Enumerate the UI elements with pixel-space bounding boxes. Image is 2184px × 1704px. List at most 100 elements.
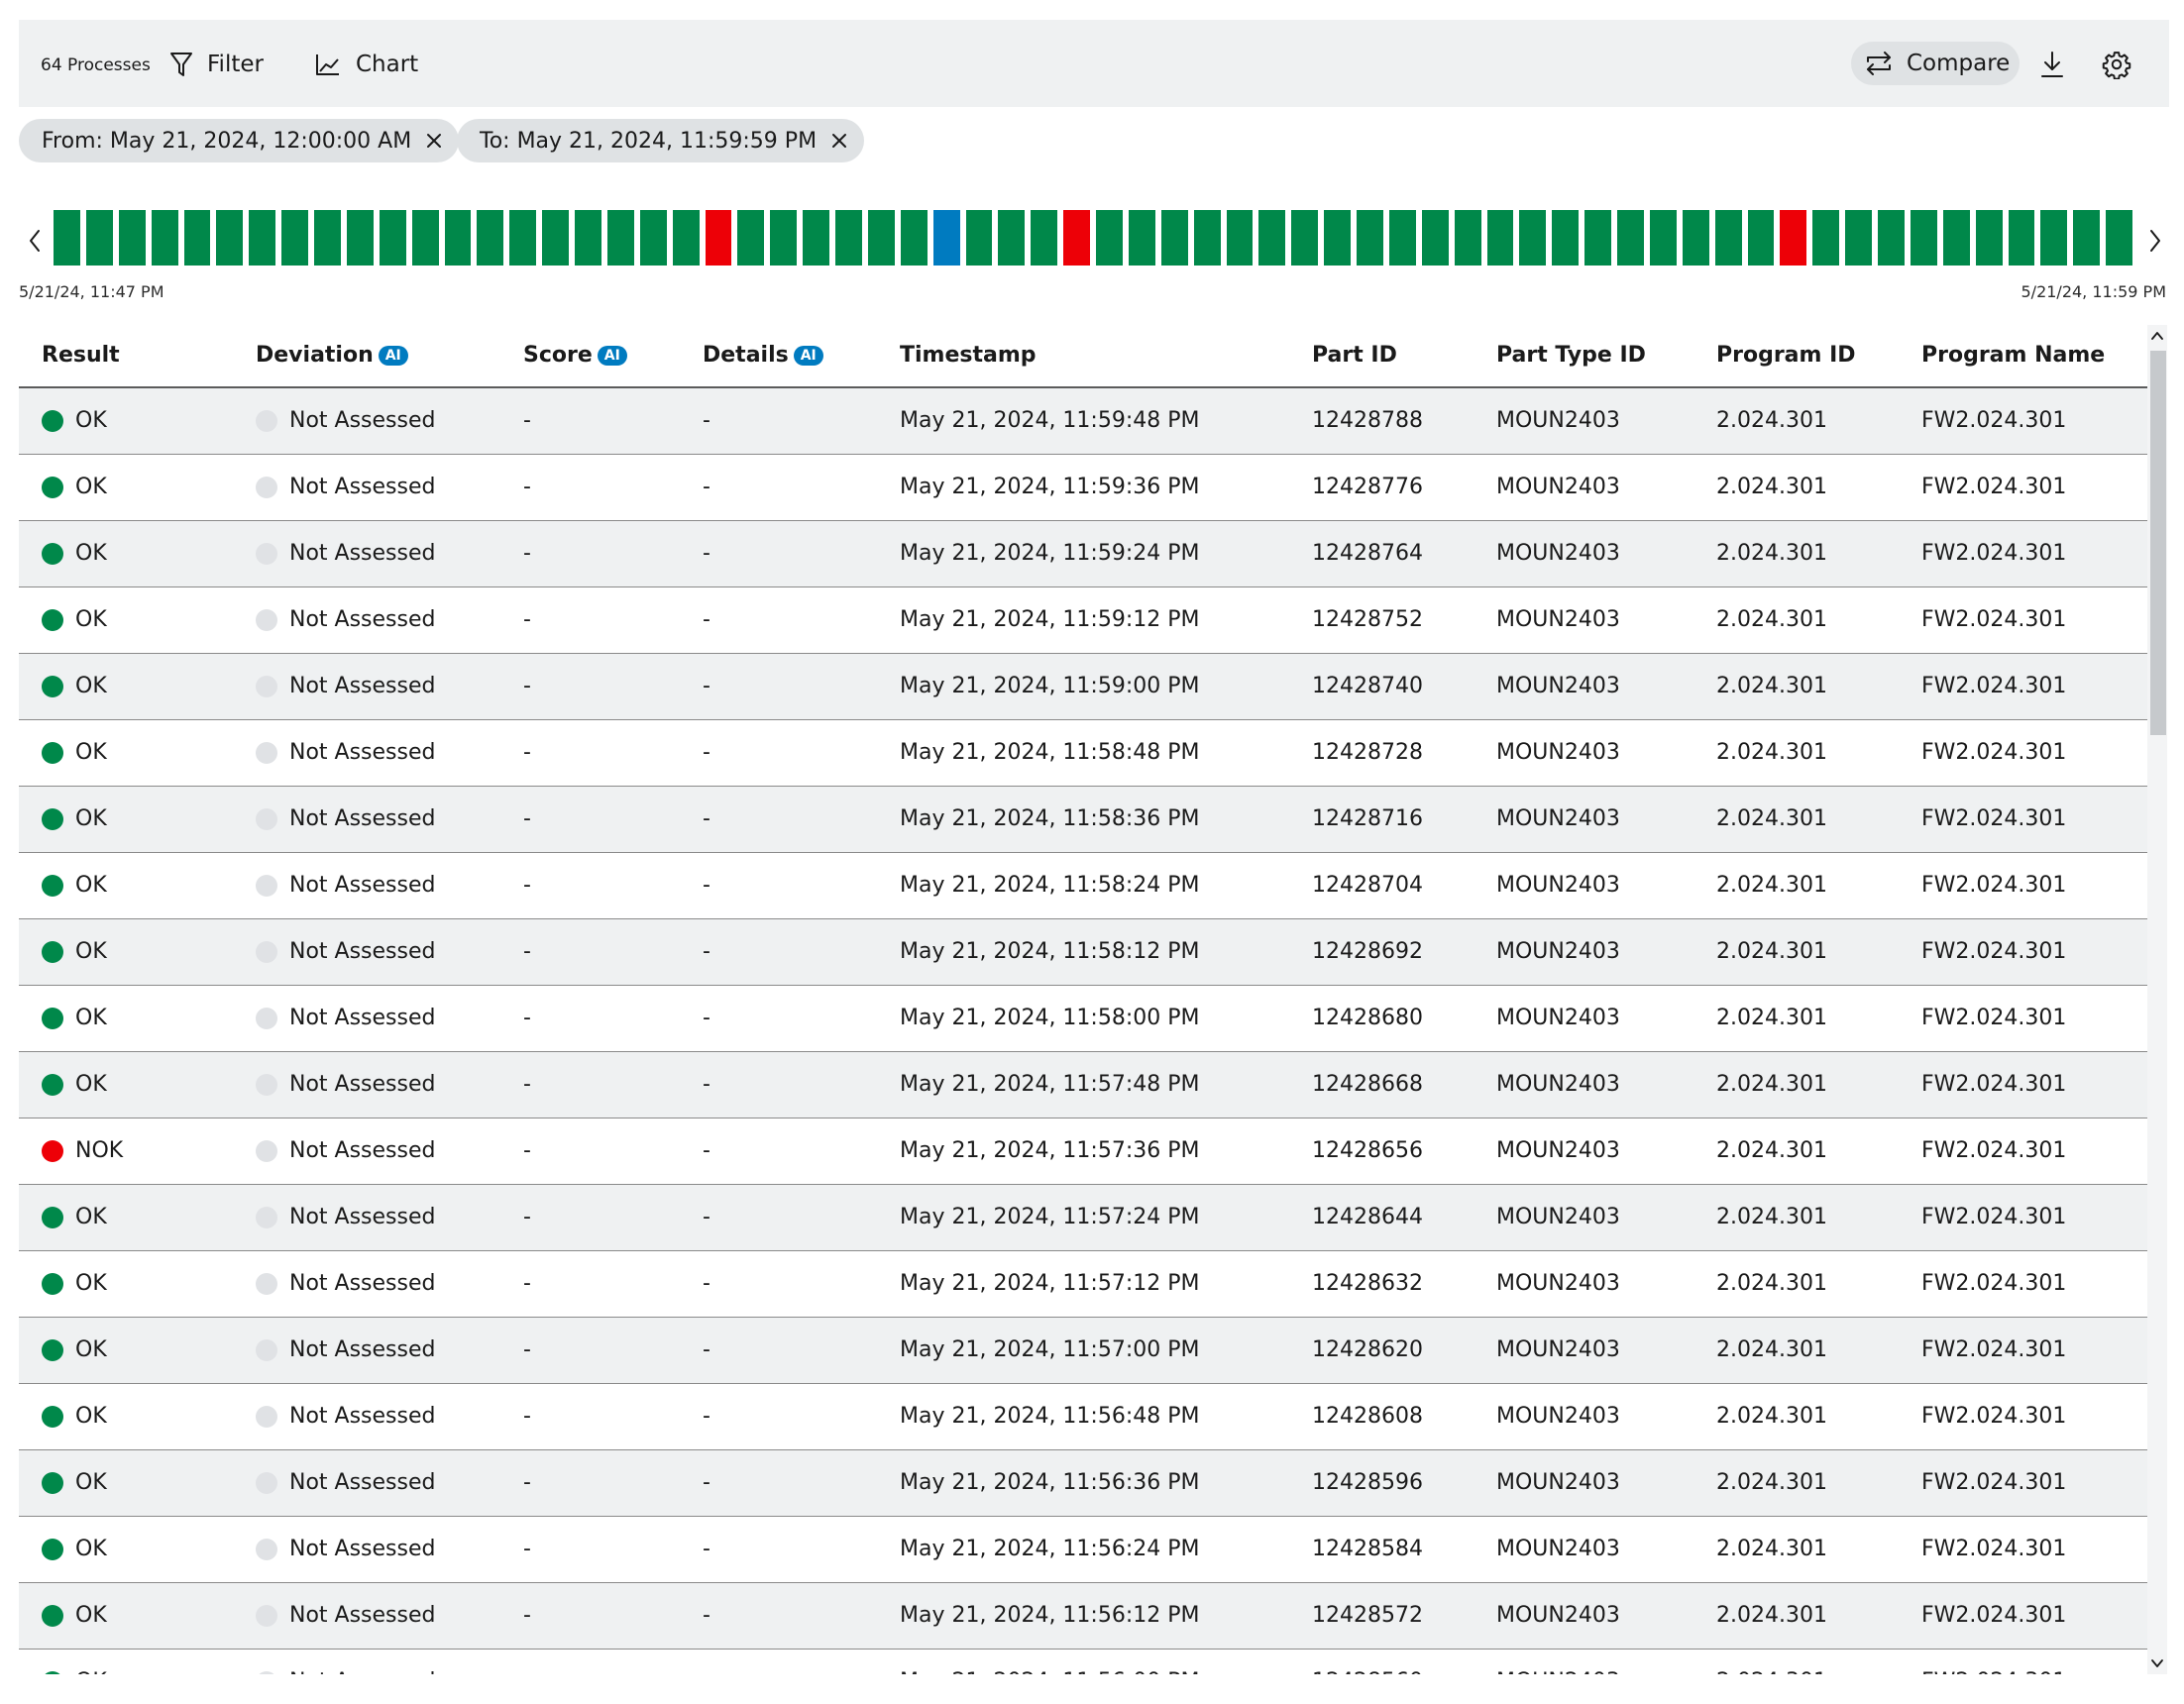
timeline-bar-ok[interactable]: [2106, 210, 2132, 266]
table-row[interactable]: OK Not Assessed - - May 21, 2024, 11:59:24 P…: [19, 521, 2147, 587]
timeline-bar-ok[interactable]: [1160, 210, 1188, 266]
timeline-bar-ok[interactable]: [965, 210, 993, 266]
table-row[interactable]: OK Not Assessed - - May 21, 2024, 11:56:00 P…: [19, 1650, 2147, 1674]
timeline-bar-ok[interactable]: [639, 210, 667, 266]
column-header-program-name[interactable]: Program Name: [1921, 343, 2105, 368]
timeline-bar-ok[interactable]: [867, 210, 895, 266]
timeline-bar-ok[interactable]: [2073, 210, 2101, 266]
column-header-deviation[interactable]: Deviation AI: [256, 343, 408, 368]
column-header-part-type-id[interactable]: Part Type ID: [1496, 343, 1646, 368]
timeline-bar-ok[interactable]: [672, 210, 700, 266]
timeline-prev-button[interactable]: [22, 224, 48, 258]
timeline-bar-ok[interactable]: [444, 210, 472, 266]
timeline-bar-ok[interactable]: [216, 210, 244, 266]
table-scrollbar[interactable]: [2147, 325, 2167, 1674]
table-row[interactable]: OK Not Assessed - - May 21, 2024, 11:58:00 P…: [19, 986, 2147, 1052]
timeline-bar-ok[interactable]: [151, 210, 178, 266]
download-button[interactable]: [2035, 48, 2069, 81]
timeline-bar-ok[interactable]: [477, 210, 504, 266]
timeline-bar-ok[interactable]: [2008, 210, 2035, 266]
timeline-bar-selected[interactable]: [932, 210, 960, 266]
timeline-bar-ok[interactable]: [281, 210, 308, 266]
timeline-bar-ok[interactable]: [1258, 210, 1286, 266]
timeline-bar-ok[interactable]: [1357, 210, 1383, 266]
table-row[interactable]: OK Not Assessed - - May 21, 2024, 11:57:48 P…: [19, 1052, 2147, 1118]
timeline-bar-ok[interactable]: [118, 210, 146, 266]
timeline-bar-ok[interactable]: [1910, 210, 1937, 266]
table-row[interactable]: OK Not Assessed - - May 21, 2024, 11:57:24 P…: [19, 1185, 2147, 1251]
timeline-bar-ok[interactable]: [1291, 210, 1319, 266]
timeline-bar-nok[interactable]: [1063, 210, 1090, 266]
scroll-down-button[interactable]: [2147, 1652, 2167, 1674]
table-row[interactable]: OK Not Assessed - - May 21, 2024, 11:58:12 P…: [19, 919, 2147, 986]
timeline-bar-ok[interactable]: [1388, 210, 1416, 266]
timeline-bar-ok[interactable]: [1193, 210, 1221, 266]
timeline-bar-ok[interactable]: [770, 210, 798, 266]
table-row[interactable]: OK Not Assessed - - May 21, 2024, 11:57:12 P…: [19, 1251, 2147, 1318]
timeline-bar-ok[interactable]: [1519, 210, 1547, 266]
scroll-thumb[interactable]: [2150, 351, 2166, 735]
timeline-bar-ok[interactable]: [575, 210, 601, 266]
compare-button[interactable]: Compare: [1851, 42, 2020, 85]
from-filter-close-icon[interactable]: [425, 132, 443, 150]
timeline-bar-ok[interactable]: [2040, 210, 2068, 266]
timeline-bar-ok[interactable]: [411, 210, 439, 266]
timeline-bar-ok[interactable]: [1942, 210, 1970, 266]
table-row[interactable]: OK Not Assessed - - May 21, 2024, 11:59:00 P…: [19, 654, 2147, 720]
column-header-details[interactable]: Details AI: [703, 343, 823, 368]
timeline-bar-ok[interactable]: [1649, 210, 1677, 266]
timeline-bar-nok[interactable]: [705, 210, 732, 266]
timeline-bar-ok[interactable]: [1975, 210, 2003, 266]
table-row[interactable]: OK Not Assessed - - May 21, 2024, 11:59:48 P…: [19, 388, 2147, 455]
timeline-bar-ok[interactable]: [1617, 210, 1644, 266]
column-header-score[interactable]: Score AI: [523, 343, 627, 368]
timeline-bar-ok[interactable]: [1486, 210, 1514, 266]
timeline-bar-nok[interactable]: [1780, 210, 1807, 266]
timeline-bar-ok[interactable]: [737, 210, 765, 266]
table-row[interactable]: OK Not Assessed - - May 21, 2024, 11:56:48 P…: [19, 1384, 2147, 1450]
timeline-bar-ok[interactable]: [1096, 210, 1123, 266]
timeline-bar-ok[interactable]: [379, 210, 406, 266]
timeline-bar-ok[interactable]: [1128, 210, 1155, 266]
timeline-bar-ok[interactable]: [1454, 210, 1481, 266]
timeline-bar-ok[interactable]: [900, 210, 928, 266]
column-header-result[interactable]: Result: [42, 343, 120, 368]
timeline-bar-ok[interactable]: [54, 210, 80, 266]
table-row[interactable]: OK Not Assessed - - May 21, 2024, 11:58:48 P…: [19, 720, 2147, 787]
column-header-part-id[interactable]: Part ID: [1312, 343, 1397, 368]
filter-button[interactable]: Filter: [169, 46, 264, 83]
chart-button[interactable]: Chart: [314, 46, 418, 83]
timeline-bar-ok[interactable]: [803, 210, 829, 266]
settings-button[interactable]: [2100, 48, 2133, 81]
timeline-bar-ok[interactable]: [183, 210, 211, 266]
timeline-bar-ok[interactable]: [1421, 210, 1449, 266]
timeline-bar-ok[interactable]: [85, 210, 113, 266]
timeline-bar-ok[interactable]: [1845, 210, 1872, 266]
table-row[interactable]: OK Not Assessed - - May 21, 2024, 11:56:12 P…: [19, 1583, 2147, 1650]
timeline-bar-ok[interactable]: [1812, 210, 1840, 266]
timeline-bar-ok[interactable]: [1747, 210, 1775, 266]
timeline-bar-ok[interactable]: [1031, 210, 1058, 266]
table-row[interactable]: OK Not Assessed - - May 21, 2024, 11:56:36 P…: [19, 1450, 2147, 1517]
timeline-bar-ok[interactable]: [314, 210, 341, 266]
timeline-bar-ok[interactable]: [1714, 210, 1742, 266]
timeline-bar-ok[interactable]: [509, 210, 537, 266]
table-row[interactable]: OK Not Assessed - - May 21, 2024, 11:56:24 P…: [19, 1517, 2147, 1583]
timeline-bar-ok[interactable]: [1324, 210, 1351, 266]
table-row[interactable]: OK Not Assessed - - May 21, 2024, 11:59:36 P…: [19, 455, 2147, 521]
timeline-bar-ok[interactable]: [1584, 210, 1611, 266]
table-row[interactable]: NOK Not Assessed - - May 21, 2024, 11:57:36 …: [19, 1118, 2147, 1185]
table-row[interactable]: OK Not Assessed - - May 21, 2024, 11:59:12 P…: [19, 587, 2147, 654]
to-filter-close-icon[interactable]: [830, 132, 848, 150]
table-row[interactable]: OK Not Assessed - - May 21, 2024, 11:58:24 P…: [19, 853, 2147, 919]
timeline-bar-ok[interactable]: [998, 210, 1026, 266]
timeline-bar-ok[interactable]: [1878, 210, 1905, 266]
timeline-bar-ok[interactable]: [1552, 210, 1580, 266]
timeline-bar-ok[interactable]: [346, 210, 374, 266]
column-header-timestamp[interactable]: Timestamp: [900, 343, 1037, 368]
scroll-up-button[interactable]: [2147, 325, 2167, 347]
timeline-next-button[interactable]: [2142, 224, 2168, 258]
timeline-bar-ok[interactable]: [1226, 210, 1254, 266]
table-row[interactable]: OK Not Assessed - - May 21, 2024, 11:58:36 P…: [19, 787, 2147, 853]
timeline-bar-ok[interactable]: [542, 210, 569, 266]
